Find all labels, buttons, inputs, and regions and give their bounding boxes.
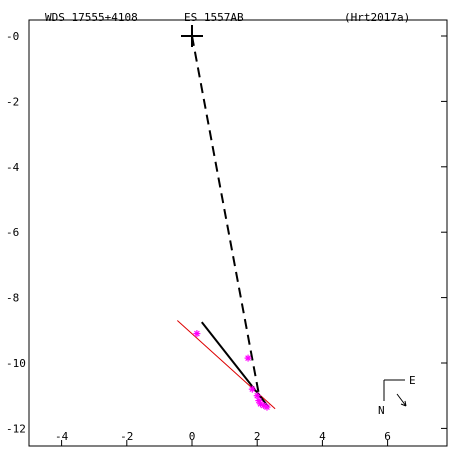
observation-stroke <box>257 401 264 407</box>
observation-point <box>193 330 201 338</box>
compass-axes <box>383 379 405 401</box>
y-tick-label: -4 <box>6 161 20 174</box>
observation-stroke <box>255 397 262 404</box>
y-tick-label: -12 <box>6 422 26 435</box>
observation-stroke <box>249 386 256 393</box>
dashed-line <box>191 35 260 395</box>
wds-id-label: WDS 17555+4108 <box>45 11 138 24</box>
x-tick-label: -2 <box>120 430 133 443</box>
discoverer-label: ES 1557AB <box>184 11 244 24</box>
observation-stroke <box>264 404 270 411</box>
compass-north-label: N <box>378 404 385 417</box>
observation-point <box>248 385 256 393</box>
compass-east-label: E <box>409 374 416 387</box>
y-axis-ticks: -0 -2 -4 -6 -8 -10 -12 <box>6 30 447 435</box>
observation-point <box>255 397 263 405</box>
observation-point <box>263 403 271 411</box>
primary-star-marker <box>181 25 203 47</box>
y-tick-label: -0 <box>6 30 19 43</box>
observation-stroke <box>254 392 261 399</box>
reference-label: (Hrt2017a) <box>344 11 410 24</box>
y-tick-label: -8 <box>6 292 19 305</box>
y-tick-label: -10 <box>6 357 26 370</box>
x-tick-label: 4 <box>319 430 326 443</box>
compass: N E <box>378 374 416 417</box>
observation-point <box>244 354 252 362</box>
x-tick-label: 2 <box>254 430 261 443</box>
y-tick-label: -6 <box>6 226 19 239</box>
plot-frame <box>28 19 448 447</box>
x-tick-label: -4 <box>55 430 69 443</box>
observation-stroke <box>194 330 200 337</box>
observation-stroke <box>260 402 267 409</box>
x-tick-label: 6 <box>384 430 391 443</box>
x-tick-label: 0 <box>189 430 196 443</box>
plot-series <box>176 25 276 411</box>
compass-motion-arrow <box>396 393 407 407</box>
observation-stroke <box>245 355 251 361</box>
y-tick-label: -2 <box>6 95 19 108</box>
x-axis-ticks: -4 -2 0 2 4 6 <box>55 430 391 446</box>
